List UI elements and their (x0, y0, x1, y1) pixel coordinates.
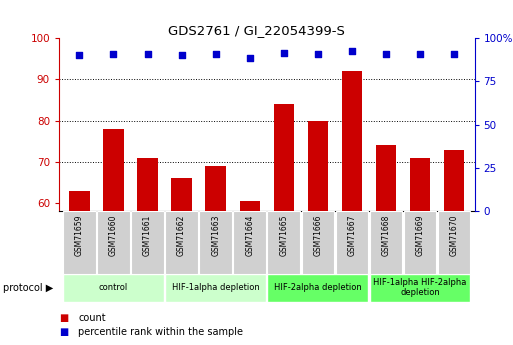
Text: GSM71664: GSM71664 (245, 215, 254, 256)
Text: GSM71660: GSM71660 (109, 215, 118, 256)
Point (246, 55, 254, 61)
Point (450, 51, 458, 56)
Text: ■: ■ (59, 327, 68, 337)
Bar (444, 149, 464, 211)
Point (348, 48, 356, 54)
FancyBboxPatch shape (267, 211, 300, 274)
Bar (410, 158, 430, 211)
FancyBboxPatch shape (404, 211, 437, 274)
Text: GSM71670: GSM71670 (449, 215, 459, 256)
Point (280, 50, 288, 56)
Bar (103, 129, 124, 211)
Point (75, 52, 84, 58)
Text: ■: ■ (59, 313, 68, 323)
Text: control: control (99, 283, 128, 292)
FancyBboxPatch shape (131, 211, 164, 274)
Text: GSM71669: GSM71669 (416, 215, 425, 256)
Bar (308, 121, 328, 211)
Point (211, 52, 220, 57)
Bar (171, 178, 192, 211)
Text: GSM71666: GSM71666 (313, 215, 322, 256)
Text: count: count (78, 313, 106, 323)
Text: protocol ▶: protocol ▶ (3, 283, 53, 293)
FancyBboxPatch shape (63, 211, 96, 274)
Bar (137, 158, 158, 211)
Bar (273, 104, 294, 211)
Text: HIF-1alpha depletion: HIF-1alpha depletion (172, 283, 260, 292)
Text: GSM71665: GSM71665 (279, 215, 288, 256)
FancyBboxPatch shape (233, 211, 266, 274)
Point (177, 52, 186, 58)
FancyBboxPatch shape (370, 211, 402, 274)
Text: GSM71663: GSM71663 (211, 215, 220, 256)
FancyBboxPatch shape (200, 211, 232, 274)
Text: HIF-2alpha depletion: HIF-2alpha depletion (274, 283, 362, 292)
Point (144, 51, 152, 56)
Point (416, 51, 424, 56)
Text: percentile rank within the sample: percentile rank within the sample (78, 327, 244, 337)
FancyBboxPatch shape (165, 274, 266, 302)
FancyBboxPatch shape (438, 211, 470, 274)
Text: HIF-1alpha HIF-2alpha
depletion: HIF-1alpha HIF-2alpha depletion (373, 278, 467, 297)
Text: GSM71667: GSM71667 (347, 215, 357, 256)
Bar (376, 145, 396, 211)
FancyBboxPatch shape (97, 211, 130, 274)
FancyBboxPatch shape (267, 274, 368, 302)
FancyBboxPatch shape (165, 211, 198, 274)
Text: GSM71661: GSM71661 (143, 215, 152, 256)
Point (382, 51, 390, 56)
FancyBboxPatch shape (302, 211, 334, 274)
Bar (342, 71, 362, 211)
FancyBboxPatch shape (336, 211, 368, 274)
Bar (205, 166, 226, 211)
Bar (69, 191, 90, 211)
Point (314, 51, 322, 56)
Bar (240, 201, 260, 211)
FancyBboxPatch shape (63, 274, 164, 302)
FancyBboxPatch shape (370, 274, 470, 302)
Text: GSM71659: GSM71659 (75, 215, 84, 256)
Point (109, 51, 117, 56)
Text: GDS2761 / GI_22054399-S: GDS2761 / GI_22054399-S (168, 24, 345, 37)
Text: GSM71668: GSM71668 (382, 215, 390, 256)
Text: GSM71662: GSM71662 (177, 215, 186, 256)
